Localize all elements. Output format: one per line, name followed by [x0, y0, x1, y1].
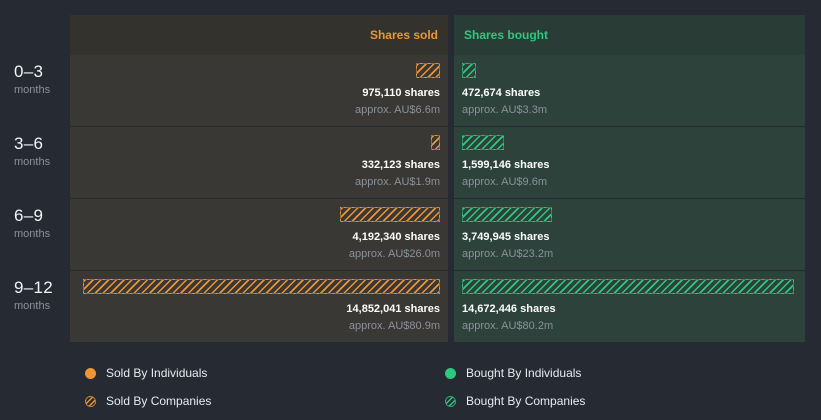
bought-cell: 3,749,945 shares approx. AU$23.2m	[454, 199, 805, 270]
legend-sold-companies: Sold By Companies	[85, 394, 445, 408]
period-unit: months	[14, 300, 51, 312]
sold-bar[interactable]	[340, 207, 440, 222]
sold-companies-dot-icon	[85, 395, 96, 407]
bought-cell: 472,674 shares approx. AU$3.3m	[454, 55, 805, 126]
sold-cell: 975,110 shares approx. AU$6.6m	[70, 55, 448, 126]
bought-approx-value: approx. AU$9.6m	[462, 176, 547, 188]
sold-individuals-dot-icon	[85, 367, 96, 379]
bought-bar[interactable]	[462, 135, 505, 150]
sold-shares-value: 332,123 shares	[361, 159, 440, 171]
legend-sold-column: Sold By Individuals Sold By Companies	[85, 366, 445, 408]
period-unit: months	[14, 228, 51, 240]
bought-bar[interactable]	[462, 63, 477, 78]
period-range: 9–12	[14, 278, 54, 297]
shares-sold-header: Shares sold	[70, 15, 448, 55]
legend-sold-individuals: Sold By Individuals	[85, 366, 445, 380]
bought-companies-dot-icon	[445, 395, 456, 407]
sold-approx-value: approx. AU$26.0m	[348, 248, 440, 260]
period-range: 0–3	[14, 62, 44, 81]
period-row-9-12: 9–12 months 14,852,041 shares approx. AU…	[0, 271, 805, 342]
sold-shares-value: 14,852,041 shares	[346, 303, 440, 315]
sold-bar[interactable]	[83, 279, 440, 294]
period-row-3-6: 3–6 months 332,123 shares approx. AU$1.9…	[0, 127, 805, 198]
sold-cell: 332,123 shares approx. AU$1.9m	[70, 127, 448, 198]
bought-approx-value: approx. AU$3.3m	[462, 104, 547, 116]
bought-bar[interactable]	[462, 279, 794, 294]
column-header-row: Shares sold Shares bought	[0, 15, 805, 55]
period-unit: months	[14, 84, 51, 96]
period-range: 6–9	[14, 206, 44, 225]
period-row-6-9: 6–9 months 4,192,340 shares approx. AU$2…	[0, 199, 805, 270]
period-row-0-3: 0–3 months 975,110 shares approx. AU$6.6…	[0, 55, 805, 126]
sold-approx-value: approx. AU$80.9m	[348, 320, 440, 332]
sold-shares-value: 4,192,340 shares	[352, 231, 440, 243]
sold-approx-value: approx. AU$6.6m	[355, 104, 440, 116]
sold-cell: 14,852,041 shares approx. AU$80.9m	[70, 271, 448, 342]
chart-legend: Sold By Individuals Sold By Companies Bo…	[0, 366, 805, 408]
bought-shares-value: 472,674 shares	[462, 87, 541, 99]
bought-cell: 14,672,446 shares approx. AU$80.2m	[454, 271, 805, 342]
bought-shares-value: 3,749,945 shares	[462, 231, 550, 243]
bought-shares-value: 1,599,146 shares	[462, 159, 550, 171]
bought-approx-value: approx. AU$23.2m	[462, 248, 554, 260]
sold-bar[interactable]	[416, 63, 440, 78]
sold-bar[interactable]	[431, 135, 440, 150]
period-range: 3–6	[14, 134, 44, 153]
bought-shares-value: 14,672,446 shares	[462, 303, 556, 315]
legend-bought-companies: Bought By Companies	[445, 394, 805, 408]
bought-bar[interactable]	[462, 207, 553, 222]
sold-shares-value: 975,110 shares	[362, 87, 440, 99]
bought-approx-value: approx. AU$80.2m	[462, 320, 554, 332]
shares-bought-header: Shares bought	[454, 15, 805, 55]
bought-cell: 1,599,146 shares approx. AU$9.6m	[454, 127, 805, 198]
legend-bought-individuals: Bought By Individuals	[445, 366, 805, 380]
sold-cell: 4,192,340 shares approx. AU$26.0m	[70, 199, 448, 270]
period-label: 6–9 months	[0, 199, 70, 270]
legend-label: Bought By Individuals	[466, 366, 582, 380]
legend-label: Bought By Companies	[466, 394, 586, 408]
legend-label: Sold By Individuals	[106, 366, 208, 380]
sold-approx-value: approx. AU$1.9m	[355, 176, 440, 188]
header-spacer	[0, 15, 70, 55]
period-unit: months	[14, 156, 51, 168]
period-label: 3–6 months	[0, 127, 70, 198]
legend-bought-column: Bought By Individuals Bought By Companie…	[445, 366, 805, 408]
period-label: 9–12 months	[0, 271, 70, 342]
bought-individuals-dot-icon	[445, 367, 456, 379]
period-label: 0–3 months	[0, 55, 70, 126]
insider-trading-chart: Shares sold Shares bought 0–3 months 975…	[0, 15, 805, 408]
legend-label: Sold By Companies	[106, 394, 212, 408]
